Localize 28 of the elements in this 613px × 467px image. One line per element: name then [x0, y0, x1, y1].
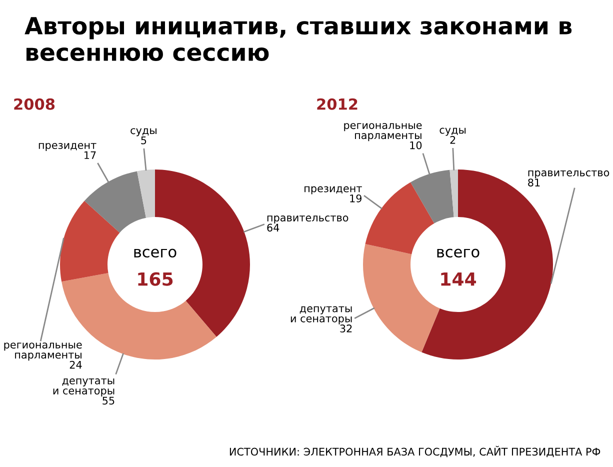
slice-label: правительство	[267, 216, 348, 224]
slice-label: президент	[38, 143, 96, 152]
slice-label: депутаты и сенаторы	[53, 378, 114, 397]
slice-label: депутаты и сенаторы	[290, 306, 352, 324]
text: всего	[437, 248, 480, 258]
text: 165	[138, 272, 173, 286]
text: ИСТОЧНИКИ: ЭЛЕКТРОННАЯ БАЗА ГОСДУМЫ, САЙТ ПРЕЗИДЕНТА РФ	[230, 446, 600, 458]
slice-label: президент	[304, 186, 362, 194]
slice-label: региональные парламенты	[344, 123, 422, 142]
data-label: 64	[267, 224, 280, 232]
data-label: 24	[70, 360, 82, 369]
chart-subtitle: 2008	[14, 98, 55, 110]
text: всего	[134, 248, 176, 258]
data-label: 32	[340, 324, 352, 332]
text: 144	[441, 272, 476, 286]
chart-subtitle: 2012	[317, 98, 358, 110]
slice-label: суды	[130, 128, 156, 136]
slice-label: правительство	[528, 170, 610, 178]
data-label: 81	[528, 178, 540, 186]
chart-title: Авторы инициатив, ставших законами в весеннюю сессию	[24, 17, 572, 62]
data-label: 19	[350, 194, 362, 202]
slice-label: региональные парламенты	[4, 342, 82, 361]
data-label: 5	[141, 136, 146, 144]
data-label: 2	[450, 136, 456, 144]
data-label: 10	[410, 141, 422, 150]
data-label: 55	[102, 396, 114, 405]
data-label: 17	[84, 151, 96, 159]
slice-label: суды	[440, 128, 466, 136]
